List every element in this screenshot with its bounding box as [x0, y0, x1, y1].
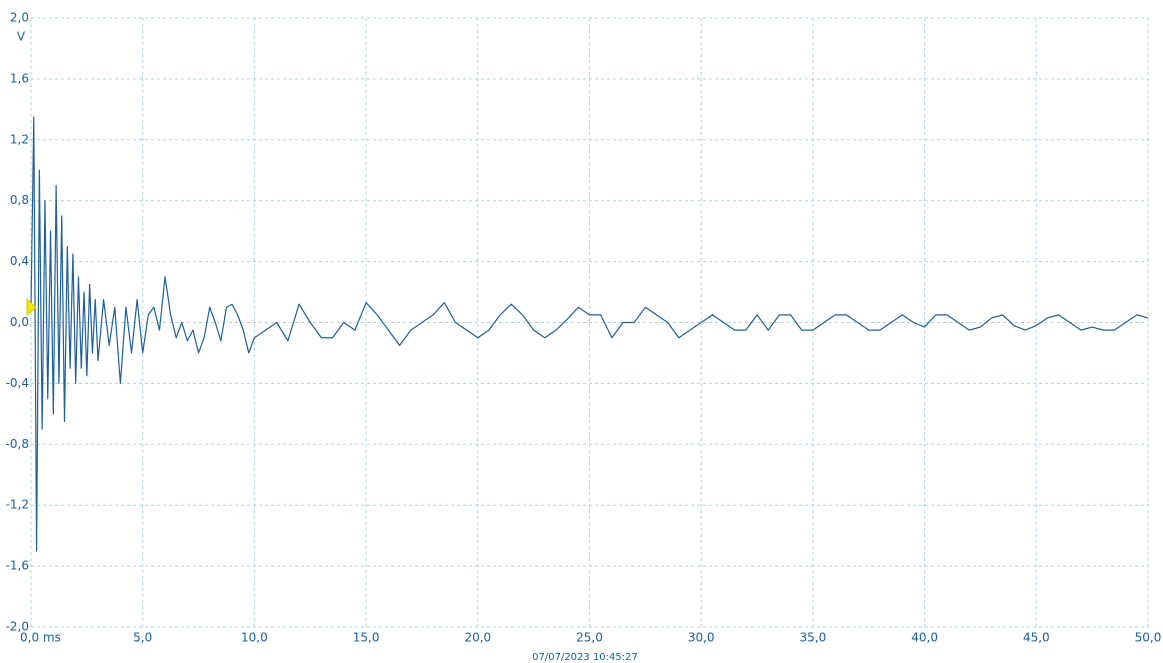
trigger-marker — [26, 298, 37, 317]
y-tick-label: -0,8 — [6, 437, 29, 451]
x-tick-label: 35,0 — [800, 631, 827, 645]
y-tick-label: -0,4 — [6, 376, 29, 390]
y-tick-label: 0,4 — [10, 254, 29, 268]
y-tick-label: 1,6 — [10, 71, 29, 85]
x-tick-label: 10,0 — [241, 631, 268, 645]
y-tick-label: 2,0 — [10, 11, 29, 25]
x-tick-label: 25,0 — [576, 631, 603, 645]
x-tick-label: 50,0 — [1135, 631, 1162, 645]
y-tick-label: 0,8 — [10, 193, 29, 207]
x-tick-label: 5,0 — [133, 631, 152, 645]
x-tick-label: 45,0 — [1023, 631, 1050, 645]
y-tick-label: -1,2 — [6, 498, 29, 512]
y-tick-label: 0,0 — [10, 315, 29, 329]
x-tick-label: 30,0 — [688, 631, 715, 645]
x-tick-label: 15,0 — [353, 631, 380, 645]
x-tick-label: 40,0 — [911, 631, 938, 645]
y-tick-label: -1,6 — [6, 559, 29, 573]
y-tick-label: 1,2 — [10, 132, 29, 146]
y-unit: V — [17, 30, 26, 44]
y-tick-label: -2,0 — [6, 620, 29, 634]
signal-line — [30, 116, 1149, 552]
timestamp: 07/07/2023 10:45:27 — [532, 652, 638, 663]
x-tick-label: 0,0 ms — [20, 631, 61, 645]
x-tick-label: 20,0 — [464, 631, 491, 645]
